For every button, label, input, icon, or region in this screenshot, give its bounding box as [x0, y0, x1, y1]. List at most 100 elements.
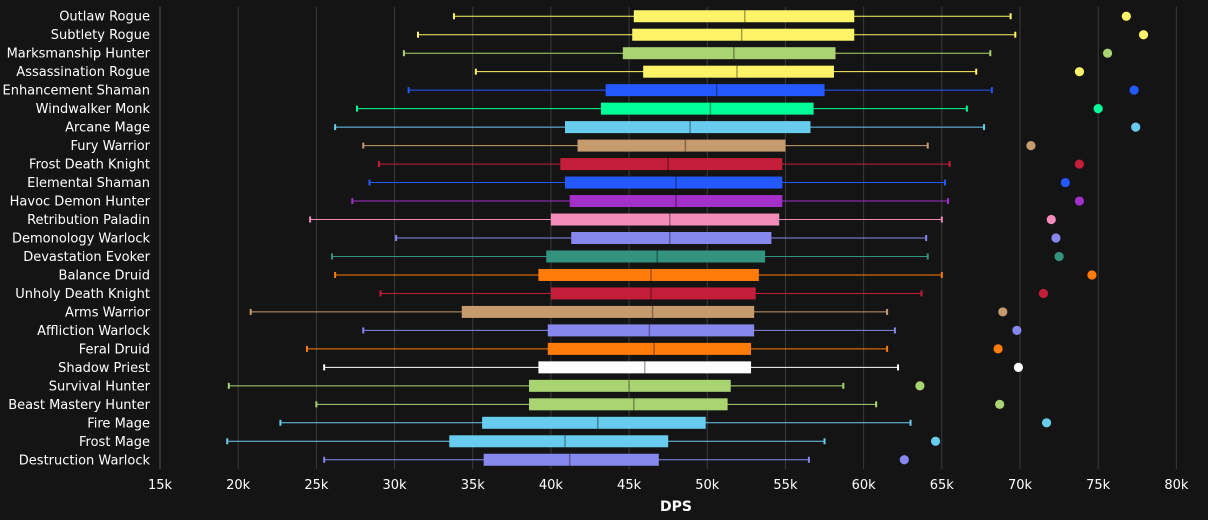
outlier-dot	[993, 344, 1003, 354]
category-label: Unholy Death Knight	[15, 287, 150, 302]
x-tick-label: 50k	[695, 478, 720, 493]
x-tick-label: 65k	[930, 478, 955, 493]
outlier-dot	[1074, 159, 1085, 169]
iqr-box	[550, 287, 756, 300]
category-label: Arcane Mage	[65, 121, 150, 136]
category-label: Retribution Paladin	[27, 213, 150, 228]
x-tick-label: 40k	[539, 478, 564, 493]
box-plot	[356, 102, 968, 115]
category-label: Demonology Warlock	[12, 232, 151, 247]
iqr-box	[538, 361, 752, 374]
iqr-box	[564, 121, 811, 134]
box-plot	[351, 195, 950, 208]
category-label: Survival Hunter	[49, 379, 151, 394]
category-label: Enhancement Shaman	[2, 84, 150, 99]
outlier-dot	[998, 307, 1008, 317]
x-tick-label: 15k	[148, 478, 173, 493]
iqr-box	[632, 28, 855, 41]
outlier-dot	[899, 455, 909, 465]
iqr-box	[483, 453, 659, 466]
outlier-dot	[1026, 141, 1036, 151]
outlier-dot	[1013, 362, 1024, 372]
iqr-box	[577, 139, 786, 152]
box-plot	[362, 324, 896, 337]
outlier-dot	[1051, 233, 1061, 243]
box-plot	[395, 232, 928, 244]
iqr-box	[482, 416, 706, 429]
category-label: Fury Warrior	[70, 139, 150, 154]
box-plot	[279, 416, 912, 429]
category-label: Devastation Evoker	[23, 250, 150, 265]
outlier-dot	[1131, 122, 1141, 132]
box-plot	[474, 65, 978, 78]
box-plot	[334, 121, 986, 134]
x-tick-label: 80k	[1164, 478, 1189, 493]
category-label: Marksmanship Hunter	[7, 47, 151, 62]
x-tick-label: 75k	[1086, 478, 1111, 493]
box-plot	[305, 342, 889, 355]
iqr-box	[449, 435, 669, 448]
iqr-box	[538, 268, 759, 281]
outlier-dot	[1054, 251, 1064, 262]
category-label: Affliction Warlock	[37, 324, 150, 339]
box-plot	[402, 47, 992, 60]
category-label: Arms Warrior	[65, 305, 151, 320]
category-label: Havoc Demon Hunter	[10, 195, 151, 210]
outlier-dot	[1074, 67, 1085, 77]
outlier-dot	[930, 436, 941, 446]
outlier-dot	[1046, 214, 1056, 225]
iqr-box	[560, 158, 783, 171]
iqr-box	[461, 305, 755, 318]
box-plot	[309, 213, 943, 226]
iqr-box	[529, 379, 731, 392]
box-plot	[377, 158, 951, 171]
outlier-dot	[995, 399, 1005, 409]
box-plot	[417, 28, 1017, 41]
category-label: Shadow Priest	[58, 361, 150, 376]
category-label: Assassination Rogue	[16, 65, 150, 80]
iqr-box	[529, 398, 728, 411]
category-label: Outlaw Rogue	[59, 10, 150, 25]
x-tick-label: 25k	[304, 478, 329, 493]
box-plot	[227, 379, 845, 392]
x-tick-label: 20k	[226, 478, 251, 493]
iqr-box	[605, 84, 825, 97]
box-plot	[368, 176, 946, 189]
category-label: Destruction Warlock	[19, 453, 151, 468]
iqr-box	[564, 176, 783, 189]
x-tick-label: 30k	[383, 478, 408, 493]
box-plot	[407, 84, 993, 97]
outlier-dot	[1060, 177, 1070, 188]
category-labels: Outlaw Rogue Subtlety Rogue Marksmanship H…	[2, 10, 150, 469]
iqr-box	[571, 232, 772, 244]
box-plot	[331, 250, 929, 263]
outlier-dot	[915, 381, 925, 391]
outlier-dot	[1129, 85, 1139, 95]
box-plot	[323, 453, 810, 466]
box-plot	[323, 361, 900, 374]
x-tick-label: 60k	[852, 478, 877, 493]
x-tick-label: 35k	[461, 478, 486, 493]
iqr-box	[550, 213, 780, 226]
category-label: Frost Mage	[79, 435, 150, 450]
box-series	[226, 10, 1017, 466]
x-tick-label: 45k	[617, 478, 642, 493]
iqr-box	[569, 195, 783, 208]
category-label: Frost Death Knight	[29, 158, 150, 173]
outlier-dot	[1093, 104, 1103, 114]
category-label: Fire Mage	[87, 416, 150, 431]
outlier-dot	[1121, 11, 1131, 21]
box-plot	[315, 398, 878, 411]
box-plot	[452, 10, 1012, 23]
x-axis-label: DPS	[660, 499, 692, 515]
outlier-dot	[1041, 418, 1052, 428]
category-label: Windwalker Monk	[36, 102, 151, 117]
category-label: Feral Druid	[79, 342, 150, 357]
box-plot	[249, 305, 889, 318]
iqr-box	[633, 10, 855, 23]
category-label: Elemental Shaman	[27, 176, 150, 191]
outlier-dot	[1102, 48, 1113, 58]
category-label: Subtlety Rogue	[51, 28, 150, 43]
